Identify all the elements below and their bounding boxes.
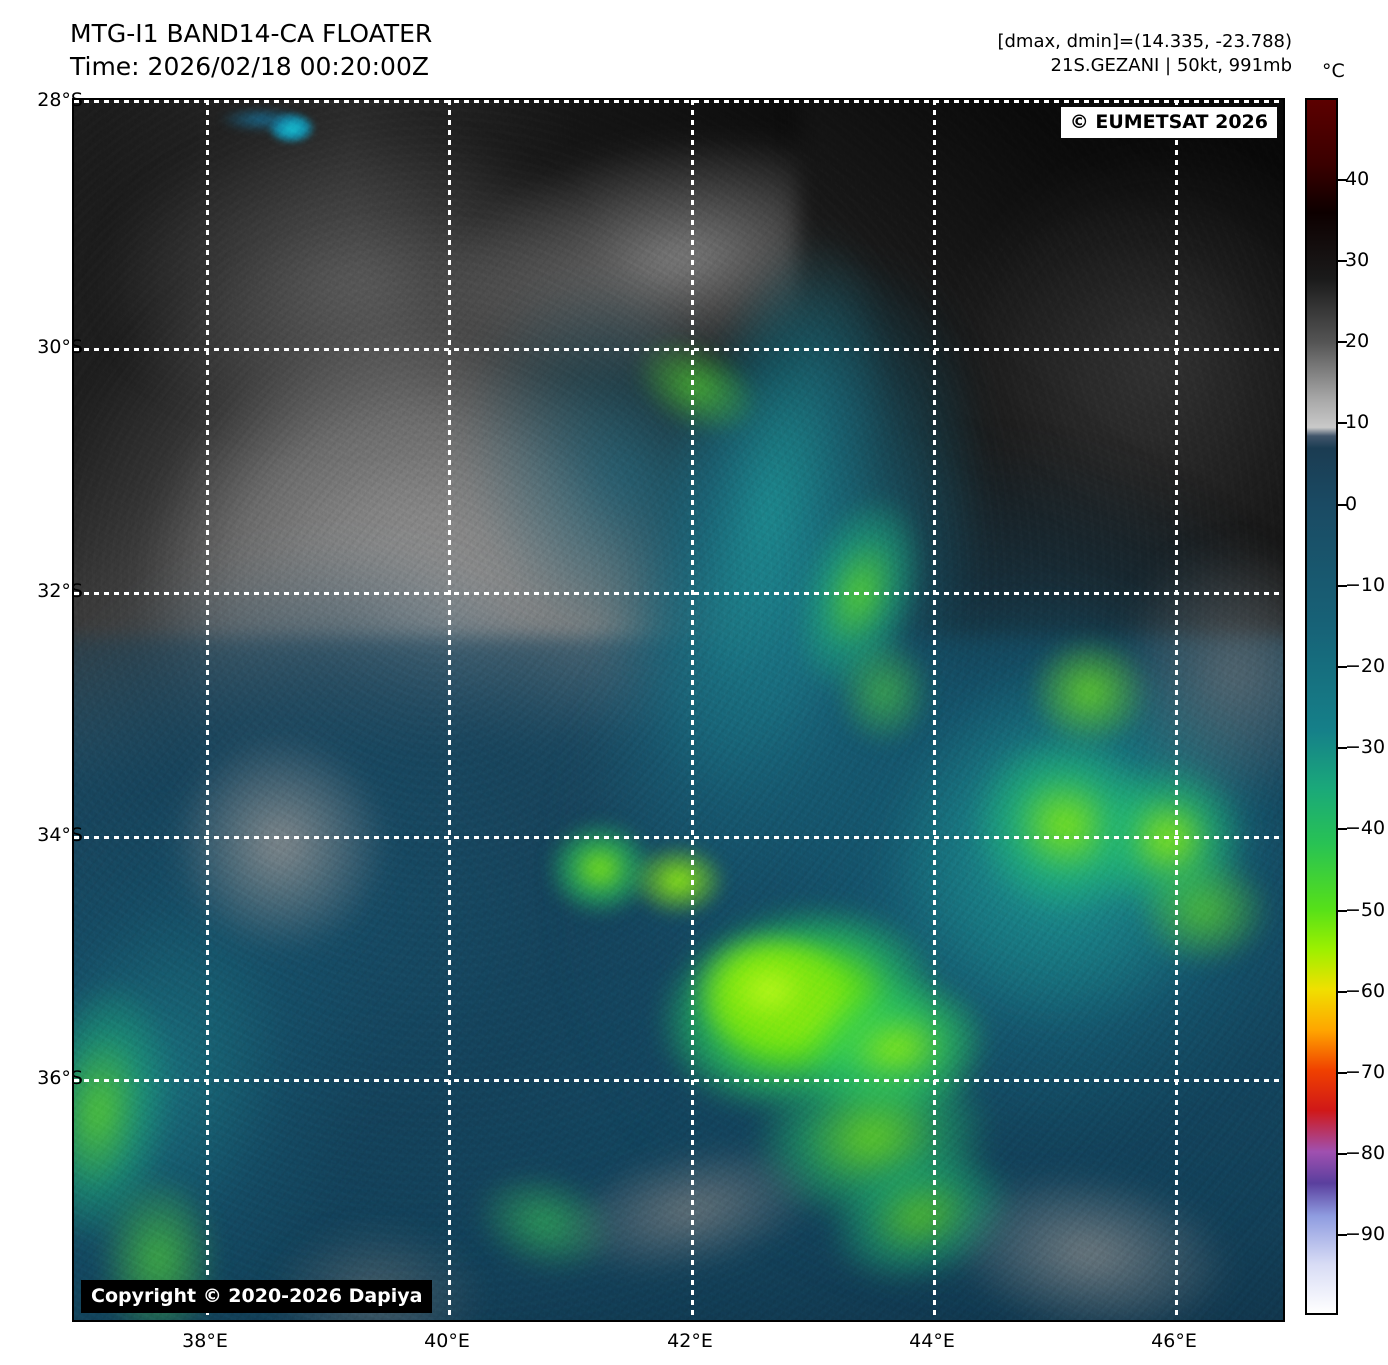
satellite-imagery — [74, 100, 1283, 1320]
colorbar-tick-mark — [1338, 1234, 1347, 1236]
colorbar-tick-mark — [1338, 341, 1347, 343]
colorbar-tick-label-12: −80 — [1345, 1142, 1386, 1164]
colorbar-unit-label: °C — [1322, 60, 1345, 82]
header-title-block: MTG-I1 BAND14-CA FLOATER Time: 2026/02/1… — [70, 18, 432, 83]
ytick-label-3: 34°S — [37, 824, 83, 846]
header-meta-block: [dmax, dmin]=(14.335, -23.788) 21S.GEZAN… — [997, 30, 1292, 78]
data-minmax: [dmax, dmin]=(14.335, -23.788) — [997, 31, 1292, 52]
gridline-lat-34 — [74, 836, 1283, 839]
colorbar-tick-label-11: −70 — [1345, 1061, 1386, 1083]
colorbar-tick-mark — [1338, 504, 1347, 506]
colorbar-tick-label-9: −50 — [1345, 899, 1386, 921]
copyright-watermark: Copyright © 2020-2026 Dapiya — [81, 1280, 433, 1313]
ytick-label-2: 32°S — [37, 580, 83, 602]
colorbar-tick-mark — [1338, 1072, 1347, 1074]
gridline-lon-46 — [1175, 100, 1178, 1320]
gridline-lat-30 — [74, 348, 1283, 351]
satellite-image-plot: © EUMETSAT 2026 Copyright © 2020-2026 Da… — [72, 98, 1285, 1322]
gridline-lon-38 — [206, 100, 209, 1320]
timestamp: Time: 2026/02/18 00:20:00Z — [70, 51, 429, 81]
colorbar — [1305, 98, 1338, 1315]
ytick-label-0: 28°S — [37, 89, 83, 111]
gridline-lon-44 — [933, 100, 936, 1320]
colorbar-tick-label-6: −20 — [1345, 655, 1386, 677]
xtick-label-1: 40°E — [424, 1330, 470, 1352]
colorbar-tick-label-13: −90 — [1345, 1223, 1386, 1245]
colorbar-tick-mark — [1338, 179, 1347, 181]
gridline-lat-32 — [74, 592, 1283, 595]
colorbar-tick-label-4: 0 — [1345, 493, 1358, 515]
storm-info: 21S.GEZANI | 50kt, 991mb — [1050, 54, 1292, 76]
ytick-label-1: 30°S — [37, 336, 83, 358]
gridline-lat-28 — [74, 100, 1283, 103]
colorbar-tick-label-3: 10 — [1345, 411, 1370, 433]
eumetsat-watermark: © EUMETSAT 2026 — [1060, 107, 1277, 138]
ytick-label-4: 36°S — [37, 1067, 83, 1089]
xtick-label-2: 42°E — [667, 1330, 713, 1352]
gridline-lon-40 — [448, 100, 451, 1320]
colorbar-tick-label-8: −40 — [1345, 817, 1386, 839]
colorbar-tick-label-1: 30 — [1345, 249, 1370, 271]
colorbar-tick-mark — [1338, 585, 1347, 587]
colorbar-tick-label-0: 40 — [1345, 168, 1370, 190]
colorbar-tick-mark — [1338, 991, 1347, 993]
colorbar-tick-mark — [1338, 1153, 1347, 1155]
xtick-label-3: 44°E — [909, 1330, 955, 1352]
colorbar-tick-mark — [1338, 910, 1347, 912]
xtick-label-4: 46°E — [1151, 1330, 1197, 1352]
colorbar-tick-mark — [1338, 828, 1347, 830]
colorbar-tick-mark — [1338, 422, 1347, 424]
colorbar-tick-label-7: −30 — [1345, 736, 1386, 758]
colorbar-tick-mark — [1338, 666, 1347, 668]
gridline-lon-42 — [691, 100, 694, 1320]
xtick-label-0: 38°E — [182, 1330, 228, 1352]
colorbar-tick-mark — [1338, 747, 1347, 749]
page-title: MTG-I1 BAND14-CA FLOATER — [70, 19, 433, 48]
colorbar-tick-label-2: 20 — [1345, 330, 1370, 352]
gridline-lat-36 — [74, 1079, 1283, 1082]
colorbar-tick-mark — [1338, 260, 1347, 262]
colorbar-tick-label-10: −60 — [1345, 980, 1386, 1002]
colorbar-tick-label-5: −10 — [1345, 574, 1386, 596]
colorbar-gradient — [1307, 100, 1336, 1313]
